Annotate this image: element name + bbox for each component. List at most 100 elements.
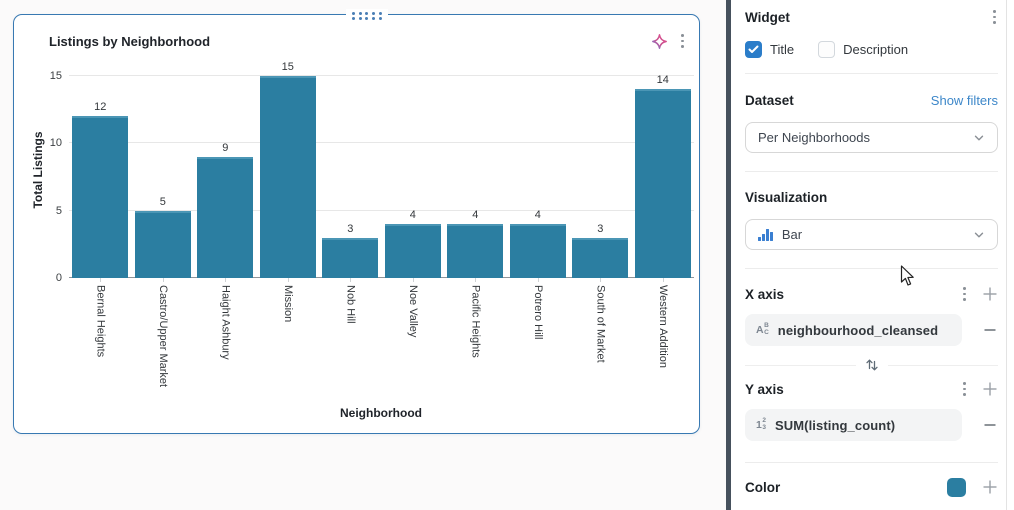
x-axis-field-chip[interactable]: A B C neighbourhood_cleansed [745, 314, 962, 346]
x-axis-line [69, 277, 694, 278]
x-axis-more-options-icon[interactable] [961, 285, 968, 302]
gridline [69, 142, 694, 144]
widget-config-panel: Widget Title Description Dataset Show fil… [731, 0, 1014, 510]
checkbox-label: Description [843, 41, 909, 57]
bar-value-label: 14 [656, 74, 669, 87]
chevron-down-icon [974, 134, 984, 141]
x-tick-mark [412, 278, 414, 282]
panel-more-options-icon[interactable] [991, 8, 998, 25]
widget-checkbox-row: Title Description [745, 40, 998, 58]
bar-value-label: 9 [222, 141, 229, 154]
color-swatch[interactable] [947, 477, 966, 497]
bar-western-addition[interactable] [634, 89, 691, 278]
swap-axes-icon[interactable] [855, 356, 888, 373]
bar-value-label: 3 [347, 222, 354, 235]
x-axis-add-icon[interactable] [982, 286, 998, 302]
x-category-label: South of Market [594, 285, 607, 363]
x-tick-mark [350, 278, 352, 282]
y-axis-add-icon[interactable] [982, 381, 998, 397]
x-category-label: Pacific Heights [469, 285, 482, 358]
section-divider [745, 171, 998, 172]
checkbox-title[interactable]: Title [745, 40, 795, 58]
bar-value-label: 15 [281, 61, 294, 73]
y-tick-label: 0 [55, 272, 62, 284]
visualization-select-value: Bar [781, 227, 803, 242]
x-tick-mark [225, 278, 227, 282]
bar-nob-hill[interactable] [322, 237, 379, 278]
bar-value-label: 4 [472, 209, 479, 222]
x-axis-field-name: neighbourhood_cleansed [777, 322, 939, 338]
checkbox-description[interactable]: Description [818, 40, 909, 58]
text-type-icon: A B C [756, 322, 769, 336]
x-axis-remove-icon[interactable] [982, 322, 998, 338]
bar-value-label: 12 [94, 101, 107, 114]
y-axis-more-options-icon[interactable] [961, 380, 968, 397]
gridline [69, 75, 694, 76]
widget-section-title: Widget [745, 9, 790, 25]
y-axis-section-title: Y axis [745, 381, 784, 397]
bar-value-label: 4 [534, 209, 541, 222]
ai-sparkle-icon[interactable] [650, 32, 668, 50]
x-tick-mark [100, 278, 102, 282]
number-type-icon: 1 2 3 [756, 417, 766, 431]
x-category-label: Western Addition [656, 285, 669, 368]
chart-widget-card[interactable]: Listings by Neighborhood [13, 9, 700, 434]
x-axis-title: Neighborhood [340, 406, 422, 420]
checkbox-label: Title [770, 41, 795, 57]
y-axis-remove-icon[interactable] [982, 417, 998, 433]
y-axis-title: Total Listings [31, 131, 45, 209]
x-category-label: Noe Valley [406, 285, 419, 338]
bar-castro-upper-market[interactable] [134, 210, 191, 278]
checkbox-checked-icon[interactable] [745, 40, 762, 58]
bar-haight-ashbury[interactable] [197, 156, 254, 278]
bar-value-label: 3 [597, 222, 604, 235]
section-divider [745, 462, 998, 463]
x-category-label: Haight Ashbury [219, 285, 232, 360]
widget-more-options-icon[interactable] [679, 32, 686, 49]
visualization-select[interactable]: Bar [745, 219, 998, 250]
bar-pacific-heights[interactable] [447, 224, 504, 278]
color-section-title: Color [745, 479, 781, 495]
bar-chart-plot-area: 0 5 10 15 12 Bernal Heights 5 Castro/Upper Mark… [50, 61, 694, 387]
x-category-label: Castro/Upper Market [156, 285, 169, 388]
x-tick-mark [537, 278, 539, 282]
y-tick-label: 15 [49, 70, 62, 82]
chart-title: Listings by Neighborhood [49, 34, 211, 49]
dashboard-canvas: Listings by Neighborhood [13, 9, 700, 434]
bar-south-of-market[interactable] [572, 237, 629, 278]
x-tick-mark [287, 278, 289, 282]
x-tick-mark [475, 278, 477, 282]
x-tick-mark [162, 278, 164, 282]
color-add-icon[interactable] [982, 479, 998, 495]
panel-scrollbar[interactable] [1006, 0, 1007, 510]
x-category-label: Bernal Heights [94, 285, 107, 358]
y-tick-label: 5 [55, 204, 62, 217]
y-axis-field-name: SUM(listing_count) [774, 417, 896, 433]
y-tick-label: 10 [49, 137, 62, 150]
x-tick-mark [662, 278, 664, 282]
bar-value-label: 4 [409, 209, 416, 222]
bar-bernal-heights[interactable] [72, 116, 129, 278]
gridline [69, 209, 694, 211]
bar-value-label: 5 [159, 195, 166, 208]
x-tick-mark [600, 278, 602, 282]
chevron-down-icon [974, 231, 984, 238]
bar-chart-icon [758, 228, 773, 241]
checkbox-unchecked-icon[interactable] [818, 40, 836, 58]
bar-noe-valley[interactable] [384, 224, 441, 278]
dataset-select[interactable]: Per Neighborhoods [745, 122, 998, 153]
y-axis-field-chip[interactable]: 1 2 3 SUM(listing_count) [745, 409, 962, 441]
drag-handle-icon[interactable] [346, 9, 388, 22]
x-category-label: Nob Hill [344, 285, 357, 324]
dataset-select-value: Per Neighborhoods [758, 130, 871, 145]
section-divider [745, 73, 998, 74]
x-axis-section-title: X axis [745, 286, 785, 302]
bar-potrero-hill[interactable] [509, 224, 566, 278]
canvas-panel-divider [726, 0, 731, 510]
dataset-section-title: Dataset [745, 92, 794, 108]
x-category-label: Potrero Hill [531, 285, 544, 340]
bar-mission[interactable] [259, 76, 316, 278]
show-filters-link[interactable]: Show filters [930, 92, 998, 108]
visualization-section-title: Visualization [745, 189, 828, 205]
